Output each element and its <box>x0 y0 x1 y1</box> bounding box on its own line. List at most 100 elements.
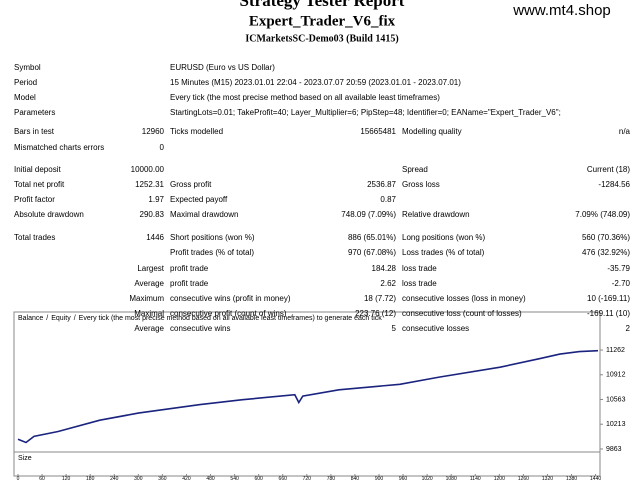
stat-value: 0 <box>160 143 165 152</box>
x-tick-label: 180 <box>86 476 95 480</box>
stat-label: Total trades <box>14 233 55 242</box>
x-tick-label: 780 <box>327 476 336 480</box>
stat-label: consecutive profit (count of wins) <box>170 309 287 318</box>
stat-value: 18 (7.72) <box>364 294 396 303</box>
stat-label: Maximal drawdown <box>170 210 238 219</box>
report-title: Strategy Tester Report <box>240 0 405 10</box>
field-value: EURUSD (Euro vs US Dollar) <box>170 63 275 72</box>
stat-label: Profit factor <box>14 195 55 204</box>
x-tick-label: 1320 <box>542 476 553 480</box>
stat-value: 184.28 <box>372 264 397 273</box>
field-label: Period <box>14 78 37 87</box>
stat-value: 1.97 <box>148 195 164 204</box>
stat-label: loss trade <box>402 264 437 273</box>
field-value: StartingLots=0.01; TakeProfit=40; Layer_… <box>170 108 561 117</box>
stat-label: consecutive losses <box>402 324 469 333</box>
stat-value: 1252.31 <box>135 180 164 189</box>
x-tick-label: 360 <box>158 476 167 480</box>
stat-label: Long positions (won %) <box>402 233 485 242</box>
x-tick-label: 480 <box>206 476 215 480</box>
watermark: www.mt4.shop <box>512 2 611 19</box>
x-tick-label: 120 <box>62 476 71 480</box>
qualifier: Maximal <box>134 309 164 318</box>
stat-value: -169.11 (10) <box>587 309 630 318</box>
y-tick-label: 10912 <box>606 372 626 379</box>
x-tick-label: 300 <box>134 476 143 480</box>
legend-entry: Balance <box>18 315 43 322</box>
legend-entry: Equity <box>51 315 71 322</box>
legend-entry: Every tick (the most precise method base… <box>79 315 383 322</box>
y-tick-label: 9863 <box>606 446 622 453</box>
stat-value: Current (18) <box>587 165 630 174</box>
stat-value: -1284.56 <box>598 180 630 189</box>
stat-value: 12960 <box>142 127 165 136</box>
stat-label: Total net profit <box>14 180 65 189</box>
stat-value: 476 (32.92%) <box>582 248 630 257</box>
stat-label: Ticks modelled <box>170 127 223 136</box>
stat-value: 2 <box>626 324 631 333</box>
chart-frame <box>13 311 601 453</box>
field-label: Symbol <box>14 63 41 72</box>
stat-label: Profit trades (% of total) <box>170 248 254 257</box>
stat-value: 560 (70.36%) <box>582 233 630 242</box>
x-tick-label: 900 <box>375 476 384 480</box>
x-tick-label: 0 <box>17 476 20 480</box>
x-tick-label: 1020 <box>422 476 433 480</box>
stat-value: -2.70 <box>612 279 631 288</box>
x-tick-label: 240 <box>110 476 119 480</box>
stat-value: n/a <box>619 127 631 136</box>
x-tick-label: 1080 <box>446 476 457 480</box>
y-tick-label: 10563 <box>606 396 626 403</box>
y-tick-label: 11262 <box>606 347 625 354</box>
stat-value: -35.79 <box>607 264 630 273</box>
legend-entry: / <box>46 315 48 322</box>
stat-label: Mismatched charts errors <box>14 143 104 152</box>
server-name: ICMarketsSC-Demo03 (Build 1415) <box>245 33 398 44</box>
x-tick-label: 1140 <box>470 476 481 480</box>
x-tick-label: 840 <box>351 476 360 480</box>
field-value: Every tick (the most precise method base… <box>170 93 440 102</box>
balance-line <box>17 349 599 444</box>
stat-label: consecutive losses (loss in money) <box>402 294 526 303</box>
stat-label: loss trade <box>402 279 437 288</box>
y-tick-label: 10213 <box>606 421 626 428</box>
stat-value: 2536.87 <box>367 180 396 189</box>
qualifier: Maximum <box>129 294 164 303</box>
stat-label: profit trade <box>170 264 209 273</box>
stat-label: consecutive wins (profit in money) <box>170 294 291 303</box>
stat-value: 748.09 (7.09%) <box>341 210 396 219</box>
stat-label: consecutive loss (count of losses) <box>402 309 522 318</box>
stat-label: consecutive wins <box>170 324 230 333</box>
stat-label: Loss trades (% of total) <box>402 248 485 257</box>
x-tick-label: 540 <box>230 476 239 480</box>
stat-value: 0.87 <box>380 195 396 204</box>
stat-label: Spread <box>402 165 428 174</box>
stat-value: 223.76 (12) <box>355 309 396 318</box>
stat-value: 7.09% (748.09) <box>575 210 630 219</box>
x-tick-label: 1260 <box>518 476 529 480</box>
stat-label: Initial deposit <box>14 165 61 174</box>
stat-value: 10000.00 <box>131 165 165 174</box>
field-label: Model <box>14 93 36 102</box>
field-value: 15 Minutes (M15) 2023.01.01 22:04 - 2023… <box>170 78 461 87</box>
stat-value: 10 (-169.11) <box>587 294 630 303</box>
x-tick-label: 1200 <box>494 476 505 480</box>
field-label: Parameters <box>14 108 55 117</box>
x-tick-label: 600 <box>254 476 263 480</box>
stat-label: Gross loss <box>402 180 440 189</box>
qualifier: Average <box>134 324 164 333</box>
expert-name: Expert_Trader_V6_fix <box>249 13 396 29</box>
stat-value: 1446 <box>146 233 164 242</box>
stat-label: Absolute drawdown <box>14 210 84 219</box>
stat-label: Modelling quality <box>402 127 462 136</box>
stat-value: 886 (65.01%) <box>348 233 396 242</box>
size-label: Size <box>18 455 32 462</box>
stat-value: 15665481 <box>360 127 396 136</box>
qualifier: Average <box>134 279 164 288</box>
x-tick-label: 1380 <box>566 476 577 480</box>
stat-value: 290.83 <box>140 210 165 219</box>
x-tick-label: 660 <box>279 476 288 480</box>
stat-value: 970 (67.08%) <box>348 248 396 257</box>
x-tick-label: 420 <box>182 476 191 480</box>
